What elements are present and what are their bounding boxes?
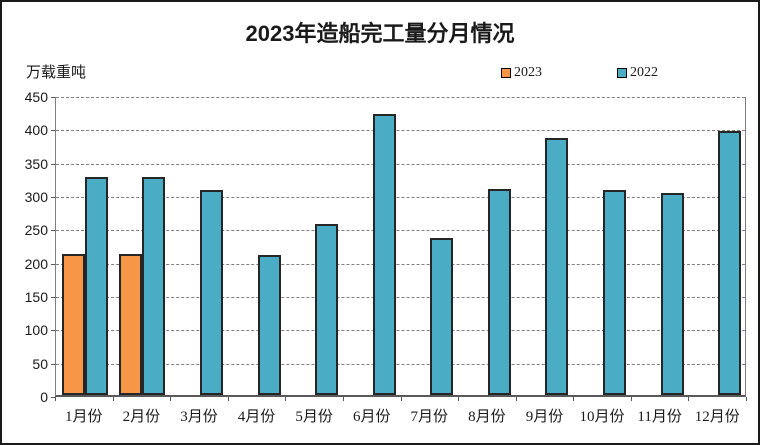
- y-axis-unit-label: 万载重吨: [26, 64, 87, 81]
- x-tick-mark: [227, 397, 229, 401]
- legend: 2023 2022: [2, 66, 758, 84]
- legend-label: 2023: [514, 65, 542, 80]
- y-tick-mark: [51, 363, 55, 365]
- bar-2022-10月份: [603, 190, 627, 395]
- chart-title: 2023年造船完工量分月情况: [245, 21, 515, 46]
- x-tick-label-2月份: 2月份: [122, 409, 161, 425]
- legend-item-2022: 2022: [617, 66, 658, 80]
- x-tick-label-11月份: 11月份: [637, 409, 682, 425]
- y-tick-label-350: 350: [24, 155, 48, 172]
- bar-2022-5月份: [315, 223, 339, 395]
- legend-swatch-2022: [617, 68, 627, 78]
- legend-label: 2022: [630, 65, 658, 80]
- y-tick-mark: [51, 130, 55, 132]
- bar-2022-12月份: [718, 131, 742, 395]
- x-tick-mark: [573, 397, 575, 401]
- y-tick-mark: [51, 330, 55, 332]
- y-tick-mark: [51, 97, 55, 98]
- bar-2023-2月份: [119, 254, 143, 395]
- bar-2023-1月份: [61, 254, 85, 395]
- x-tick-mark: [458, 397, 460, 401]
- y-tick-label-400: 400: [24, 122, 48, 139]
- legend-swatch-2023: [501, 68, 511, 78]
- x-tick-label-9月份: 9月份: [525, 409, 564, 425]
- bar-2022-2月份: [142, 177, 166, 395]
- gridline-450: [56, 97, 745, 98]
- y-tick-mark: [51, 297, 55, 298]
- y-tick-label-0: 0: [40, 389, 48, 405]
- gridline-350: [56, 163, 745, 165]
- bar-2022-7月份: [430, 238, 454, 395]
- x-tick-mark: [688, 397, 690, 401]
- gridline-300: [56, 197, 745, 198]
- y-tick-mark: [51, 397, 55, 398]
- gridline-250: [56, 230, 745, 232]
- x-tick-label-10月份: 10月份: [579, 409, 625, 425]
- gridline-50: [56, 363, 745, 365]
- gridline-400: [56, 130, 745, 132]
- x-tick-label-4月份: 4月份: [237, 409, 276, 425]
- y-tick-label-300: 300: [24, 189, 48, 205]
- x-tick-label-7月份: 7月份: [410, 409, 449, 425]
- bar-2022-11月份: [660, 193, 684, 395]
- y-tick-label-250: 250: [24, 222, 48, 239]
- x-tick-mark: [515, 397, 517, 401]
- gridline-200: [56, 263, 745, 265]
- x-tick-mark: [285, 397, 287, 401]
- x-tick-mark: [170, 397, 172, 401]
- x-tick-label-1月份: 1月份: [65, 409, 103, 425]
- x-tick-mark: [630, 397, 632, 401]
- x-tick-label-8月份: 8月份: [468, 409, 506, 425]
- y-tick-mark: [51, 163, 55, 165]
- x-tick-label-3月份: 3月份: [180, 409, 218, 425]
- y-tick-label-50: 50: [32, 355, 48, 372]
- y-tick-mark: [51, 197, 55, 198]
- bar-2022-3月份: [199, 189, 223, 395]
- plot-area: [55, 97, 746, 397]
- y-tick-label-100: 100: [24, 322, 48, 339]
- x-tick-label-6月份: 6月份: [352, 409, 391, 425]
- legend-item-2023: 2023: [501, 66, 542, 80]
- x-tick-mark: [112, 397, 114, 401]
- y-tick-label-200: 200: [24, 255, 48, 272]
- x-tick-label-5月份: 5月份: [295, 409, 333, 425]
- gridline-150: [56, 297, 745, 298]
- y-tick-mark: [51, 263, 55, 265]
- x-tick-mark: [400, 397, 402, 401]
- y-tick-mark: [51, 230, 55, 232]
- bar-2022-9月份: [545, 137, 569, 395]
- x-tick-label-12月份: 12月份: [694, 409, 740, 425]
- x-tick-mark: [55, 397, 56, 401]
- x-tick-mark: [746, 397, 747, 401]
- y-tick-label-450: 450: [24, 89, 48, 105]
- x-tick-mark: [342, 397, 344, 401]
- y-tick-label-150: 150: [24, 289, 48, 305]
- gridline-100: [56, 330, 745, 332]
- bar-2022-8月份: [487, 189, 511, 395]
- bar-2022-1月份: [84, 177, 108, 395]
- bar-2022-6月份: [372, 114, 396, 395]
- bar-2022-4月份: [257, 255, 281, 395]
